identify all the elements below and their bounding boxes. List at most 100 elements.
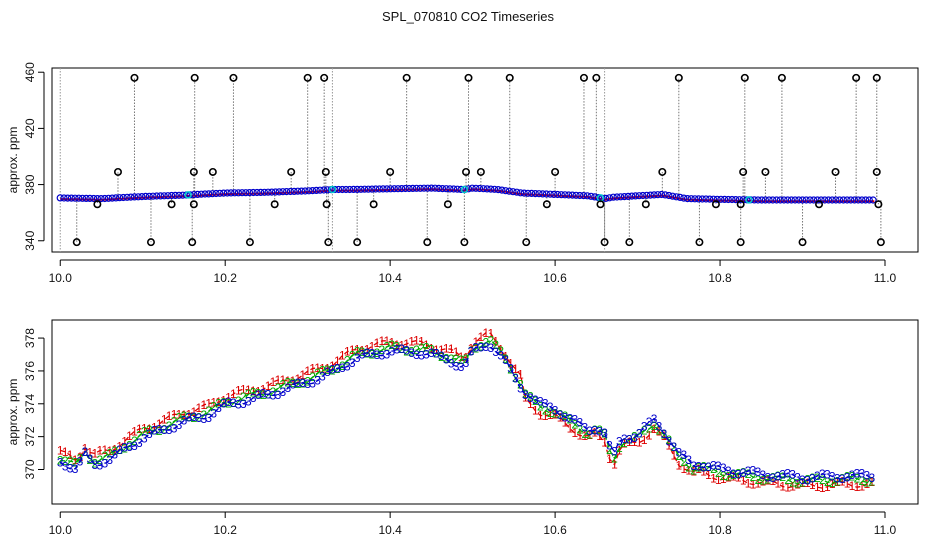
series-1-marker: 1 <box>562 416 569 430</box>
baseline-point <box>153 192 161 200</box>
series-1-marker: 1 <box>651 422 658 436</box>
series-3-marker: 3 <box>82 445 89 459</box>
baseline-point <box>531 190 539 198</box>
baseline-point <box>257 188 265 196</box>
series-2-marker: 2 <box>324 363 331 377</box>
baseline-point <box>550 190 558 198</box>
outlier-point <box>695 238 704 247</box>
top-y-tick-label: 420 <box>23 118 37 138</box>
baseline-point <box>850 196 859 204</box>
outlier-point <box>287 167 296 176</box>
baseline-point <box>839 196 848 204</box>
cyan-point <box>184 191 192 199</box>
baseline-point <box>442 185 450 193</box>
outlier-point <box>761 167 770 176</box>
series-2-marker: 2 <box>240 390 247 404</box>
series-2-marker: 2 <box>413 343 420 357</box>
series-1-marker: 1 <box>453 345 460 359</box>
bottom-x-tick-label: 10.8 <box>708 523 732 537</box>
baseline-point <box>769 196 777 204</box>
series-3-marker: 3 <box>482 340 489 354</box>
series-1-marker: 1 <box>517 368 524 382</box>
series-1-marker: 1 <box>458 350 465 364</box>
outlier-point <box>113 167 122 176</box>
series-3-marker: 3 <box>675 446 682 460</box>
series-1-marker: 1 <box>512 362 519 376</box>
series-1-marker: 1 <box>275 373 282 387</box>
series-2-marker: 2 <box>176 411 183 425</box>
series-2-marker: 2 <box>448 352 455 366</box>
series-1-marker: 1 <box>656 424 663 438</box>
series-3-marker: 3 <box>304 377 311 391</box>
series-1-marker: 1 <box>527 397 534 411</box>
series-1-marker: 1 <box>522 390 529 404</box>
series-3-marker: 3 <box>384 347 391 361</box>
series-1-marker: 1 <box>96 444 103 458</box>
series-3-marker: 3 <box>666 434 673 448</box>
series-1-marker: 1 <box>438 343 445 357</box>
series-3-marker: 3 <box>537 395 544 409</box>
outlier-point <box>423 238 432 247</box>
series-1-marker: 1 <box>369 340 376 354</box>
series-3-marker: 3 <box>230 396 237 410</box>
series-2-marker: 2 <box>77 452 84 466</box>
baseline-point <box>398 185 406 193</box>
series-2-marker: 2 <box>715 466 722 480</box>
baseline-point <box>220 189 228 197</box>
baseline-point <box>268 188 276 196</box>
series-2-marker: 2 <box>522 387 529 401</box>
series-2-marker: 2 <box>769 470 776 484</box>
series-3-marker: 3 <box>463 356 470 370</box>
series-2-marker: 2 <box>572 417 579 431</box>
outlier-point <box>460 238 469 247</box>
series-3-marker: 3 <box>799 473 806 487</box>
series-3-marker: 3 <box>552 404 559 418</box>
series-3-marker: 3 <box>136 436 143 450</box>
baseline-point <box>787 196 796 204</box>
baseline-point <box>457 185 465 193</box>
series-2-marker: 2 <box>532 394 539 408</box>
top-panel-outlier-plot: 10.0 10.2 10.4 10.6 10.8 11.0 340 380 420 460 app… <box>6 62 919 285</box>
baseline-point <box>706 195 714 203</box>
series-2-marker: 2 <box>136 429 143 443</box>
series-2-marker: 2 <box>235 394 242 408</box>
series-2-marker: 2 <box>868 474 875 488</box>
baseline-point <box>720 195 729 203</box>
series-3-marker: 3 <box>492 345 499 359</box>
series-2-marker: 2 <box>319 363 326 377</box>
baseline-point <box>650 191 658 199</box>
baseline-point <box>561 191 569 199</box>
baseline-point <box>64 194 72 202</box>
baseline-point <box>86 194 94 202</box>
bottom-panel-line-plot: 1111111111111111111111111111111111111111… <box>6 319 919 537</box>
outlier-point <box>798 238 807 247</box>
series-3-marker: 3 <box>656 419 663 433</box>
baseline-point <box>676 193 684 201</box>
baseline-point <box>617 193 625 201</box>
series-1-marker: 1 <box>250 384 257 398</box>
series-1-marker: 1 <box>398 339 405 353</box>
series-1-marker: 1 <box>814 480 821 494</box>
series-1-marker: 1 <box>631 435 638 449</box>
outlier-point <box>777 73 786 82</box>
baseline-point <box>635 192 643 200</box>
series-1-marker: 1 <box>779 480 786 494</box>
series-3-marker: 3 <box>849 468 856 482</box>
outlier-point <box>353 238 362 247</box>
series-2-marker: 2 <box>760 474 767 488</box>
baseline-point <box>542 190 551 198</box>
series-3-marker: 3 <box>126 440 133 454</box>
baseline-point <box>409 184 417 192</box>
series-1-marker: 1 <box>720 472 727 486</box>
series-1-marker: 1 <box>200 398 207 412</box>
baseline-point <box>587 192 595 200</box>
series-3-marker: 3 <box>631 431 638 445</box>
series-1-marker: 1 <box>344 345 351 359</box>
baseline-point <box>724 195 732 204</box>
bottom-plot-frame <box>51 319 919 505</box>
baseline-point <box>175 191 183 199</box>
cyan-point <box>460 185 469 194</box>
baseline-point <box>795 196 803 204</box>
series-2-marker: 2 <box>616 441 623 455</box>
series-3-marker: 3 <box>473 340 480 354</box>
